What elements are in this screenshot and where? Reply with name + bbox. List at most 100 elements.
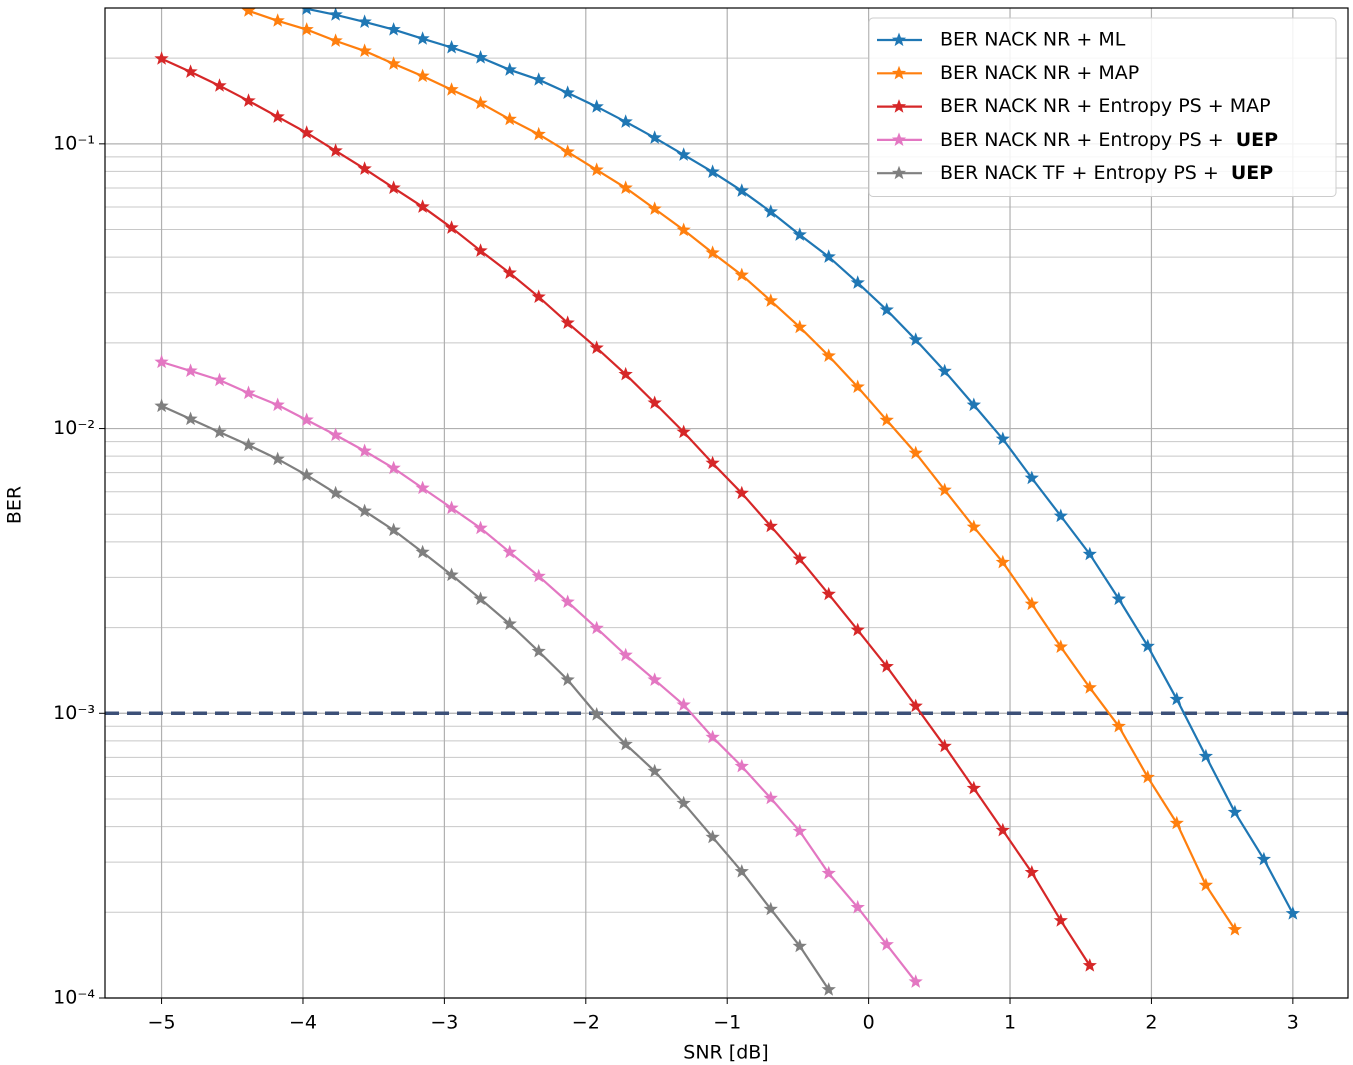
marker (386, 460, 401, 475)
marker (618, 647, 633, 662)
marker (763, 518, 778, 533)
marker (1024, 470, 1039, 485)
marker (212, 424, 227, 439)
marker (560, 672, 575, 686)
marker (734, 183, 749, 197)
marker (589, 162, 604, 176)
marker (531, 289, 546, 303)
marker (241, 8, 256, 17)
marker (676, 147, 691, 161)
marker (1169, 815, 1184, 830)
y-tick-label: 10⁻⁴ (53, 987, 95, 1009)
marker (937, 363, 952, 378)
marker (415, 544, 430, 559)
marker (1227, 922, 1242, 936)
marker (879, 412, 894, 427)
marker (560, 85, 575, 99)
marker (966, 397, 981, 412)
marker (270, 13, 285, 27)
marker (821, 249, 836, 263)
marker (792, 938, 807, 953)
marker (966, 519, 981, 534)
x-tick-label: −2 (572, 1012, 600, 1034)
marker (792, 823, 807, 838)
marker (444, 40, 459, 54)
marker (183, 363, 198, 377)
marker (734, 267, 749, 282)
legend-label: BER NACK NR + MAP (940, 62, 1139, 84)
marker (1198, 748, 1213, 763)
marker (821, 586, 836, 601)
marker (531, 643, 546, 658)
marker (1024, 865, 1039, 879)
marker (502, 265, 517, 279)
marker (270, 109, 285, 123)
marker (473, 243, 488, 257)
marker (386, 22, 401, 36)
marker (1227, 804, 1242, 819)
marker (1140, 769, 1155, 784)
marker (763, 790, 778, 805)
legend-label: BER NACK NR + Entropy PS + UEP (940, 128, 1278, 150)
marker (792, 319, 807, 334)
marker (792, 551, 807, 566)
marker (676, 424, 691, 439)
marker (734, 758, 749, 773)
x-tick-label: −1 (713, 1012, 741, 1034)
marker (1053, 639, 1068, 653)
marker (589, 99, 604, 113)
marker (821, 348, 836, 362)
marker (908, 698, 923, 713)
marker (502, 62, 517, 76)
marker (328, 8, 343, 21)
marker (502, 111, 517, 126)
marker (444, 220, 459, 234)
marker (531, 568, 546, 583)
y-axis-label: BER (4, 486, 26, 524)
marker (676, 697, 691, 711)
marker (821, 865, 836, 880)
marker (386, 56, 401, 70)
marker (647, 672, 662, 686)
marker (299, 467, 314, 482)
marker (357, 161, 372, 175)
marker (937, 738, 952, 753)
marker (1169, 691, 1184, 706)
marker (212, 78, 227, 92)
marker (1082, 958, 1097, 972)
legend-marker (891, 99, 907, 113)
marker (647, 130, 662, 144)
marker (908, 445, 923, 460)
marker (502, 544, 517, 559)
marker (589, 340, 604, 354)
marker (850, 275, 865, 289)
marker (154, 398, 169, 413)
marker (1285, 906, 1300, 920)
marker (328, 427, 343, 442)
marker (734, 864, 749, 878)
marker (995, 554, 1010, 569)
marker (560, 144, 575, 158)
marker (444, 82, 459, 96)
y-tick-label: 10⁻³ (53, 702, 95, 724)
marker (154, 354, 169, 369)
marker (1024, 596, 1039, 611)
marker (1140, 638, 1155, 653)
marker (647, 395, 662, 409)
marker (183, 64, 198, 78)
marker (328, 143, 343, 157)
marker (560, 594, 575, 608)
marker (241, 385, 256, 400)
marker (995, 431, 1010, 446)
marker (792, 227, 807, 241)
marker (357, 443, 372, 458)
marker (618, 366, 633, 381)
x-axis-label: SNR [dB] (683, 1042, 768, 1064)
marker (763, 204, 778, 218)
marker (270, 451, 285, 466)
marker (299, 412, 314, 426)
marker (328, 33, 343, 47)
marker (183, 411, 198, 426)
marker (357, 43, 372, 57)
